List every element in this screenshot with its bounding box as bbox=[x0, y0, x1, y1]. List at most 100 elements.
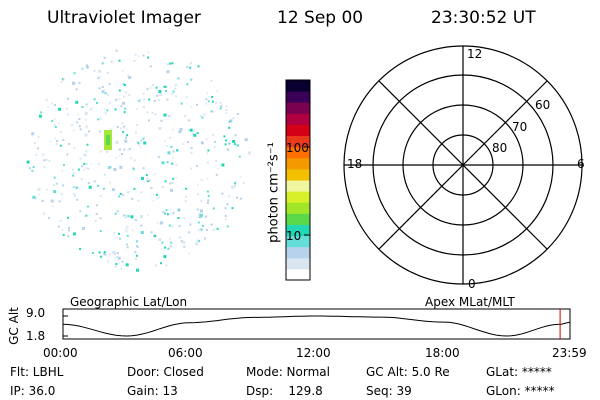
colorbar-scale bbox=[286, 80, 310, 281]
uv-pixel bbox=[62, 78, 65, 81]
uv-pixel bbox=[158, 127, 162, 130]
uv-pixel bbox=[88, 130, 90, 133]
uv-pixel bbox=[163, 255, 167, 259]
uv-pixel bbox=[203, 113, 206, 116]
uv-pixel bbox=[206, 177, 209, 180]
uv-pixel bbox=[159, 93, 163, 97]
uv-pixel bbox=[125, 243, 128, 246]
uv-pixel bbox=[123, 148, 126, 151]
uv-pixel bbox=[106, 260, 109, 263]
uv-pixel bbox=[127, 74, 130, 77]
uv-pixel bbox=[119, 165, 123, 169]
uv-pixel bbox=[85, 103, 88, 106]
uv-pixel bbox=[134, 251, 137, 254]
uv-pixel bbox=[178, 225, 181, 228]
uv-pixel bbox=[97, 77, 100, 80]
uv-pixel bbox=[77, 168, 80, 171]
uv-pixel bbox=[114, 108, 117, 111]
uv-pixel bbox=[83, 215, 86, 218]
colorbar-cell bbox=[286, 202, 310, 214]
uv-pixel bbox=[225, 105, 228, 108]
uv-pixel bbox=[134, 53, 137, 56]
uv-pixel bbox=[196, 208, 199, 211]
uv-pixel bbox=[145, 177, 149, 181]
uv-pixel bbox=[126, 134, 129, 137]
uv-pixel bbox=[54, 118, 57, 121]
uv-pixel bbox=[102, 187, 105, 190]
uv-pixel bbox=[124, 216, 127, 219]
uv-pixel bbox=[82, 227, 85, 230]
uv-pixel bbox=[75, 88, 78, 91]
info-gain: Gain: 13 bbox=[127, 384, 178, 398]
uv-pixel bbox=[226, 148, 229, 151]
uv-pixel bbox=[166, 213, 169, 216]
timeline-right-label: Apex MLat/MLT bbox=[425, 295, 515, 309]
uv-pixel bbox=[101, 62, 104, 65]
uv-pixel bbox=[111, 60, 114, 63]
uv-pixel bbox=[73, 129, 76, 132]
uv-pixel bbox=[217, 167, 219, 170]
uv-pixel bbox=[128, 148, 131, 150]
uv-pixel bbox=[81, 67, 84, 70]
x-tick-1200: 12:00 bbox=[296, 346, 331, 360]
uv-pixel bbox=[86, 64, 88, 67]
uv-pixel bbox=[68, 229, 70, 232]
uv-pixel bbox=[103, 252, 107, 256]
uv-pixel bbox=[31, 169, 34, 172]
uv-pixel bbox=[87, 182, 90, 184]
uv-pixel bbox=[40, 111, 43, 114]
uv-pixel bbox=[118, 98, 121, 101]
uv-pixel bbox=[232, 139, 236, 143]
uv-pixel bbox=[127, 215, 130, 218]
uv-pixel bbox=[198, 213, 201, 216]
uv-pixel bbox=[172, 177, 175, 180]
uv-pixel bbox=[131, 229, 134, 232]
colorbar bbox=[285, 79, 311, 281]
uv-pixel bbox=[150, 231, 153, 234]
uv-pixel bbox=[169, 62, 172, 65]
uv-pixel bbox=[71, 124, 74, 127]
uv-pixel bbox=[58, 107, 61, 111]
uv-pixel bbox=[197, 228, 200, 231]
timeline-y-top: 9.0 bbox=[26, 306, 46, 320]
uv-pixel bbox=[81, 106, 84, 108]
uv-pixel bbox=[152, 199, 155, 202]
uv-pixel bbox=[161, 161, 165, 165]
uv-pixel bbox=[114, 212, 117, 215]
uv-pixel bbox=[155, 264, 158, 267]
uv-pixel bbox=[157, 196, 160, 199]
uv-pixel bbox=[155, 86, 158, 89]
uv-pixel bbox=[188, 129, 191, 131]
uv-pixel bbox=[175, 176, 178, 179]
uv-pixel bbox=[109, 128, 112, 131]
uv-pixel bbox=[212, 110, 215, 113]
uv-pixel bbox=[120, 267, 123, 270]
uv-pixel bbox=[50, 199, 54, 203]
uv-pixel bbox=[67, 235, 70, 238]
uv-pixel bbox=[200, 178, 203, 181]
uv-pixel bbox=[55, 182, 58, 185]
colorbar-cell bbox=[286, 180, 310, 192]
uv-pixel bbox=[60, 81, 63, 84]
info-mode: Mode: Normal bbox=[246, 365, 330, 379]
uv-pixel bbox=[135, 123, 138, 126]
uv-pixel bbox=[84, 112, 88, 116]
uv-pixel bbox=[206, 229, 208, 231]
uv-pixel bbox=[198, 240, 201, 242]
uv-pixel bbox=[205, 215, 207, 218]
uv-pixel bbox=[141, 176, 144, 180]
uv-pixel bbox=[116, 126, 119, 128]
colorbar-cell bbox=[286, 257, 310, 270]
uv-pixel bbox=[99, 130, 102, 133]
uv-pixel bbox=[53, 123, 56, 126]
uv-pixel bbox=[112, 250, 116, 254]
uv-pixel bbox=[115, 98, 118, 101]
uv-pixel bbox=[106, 109, 109, 112]
uv-pixel bbox=[131, 197, 134, 200]
uv-pixel bbox=[142, 137, 145, 140]
uv-pixel bbox=[101, 90, 105, 94]
uv-pixel bbox=[59, 144, 62, 147]
colorbar-cell bbox=[286, 191, 310, 203]
uv-pixel bbox=[136, 140, 139, 143]
